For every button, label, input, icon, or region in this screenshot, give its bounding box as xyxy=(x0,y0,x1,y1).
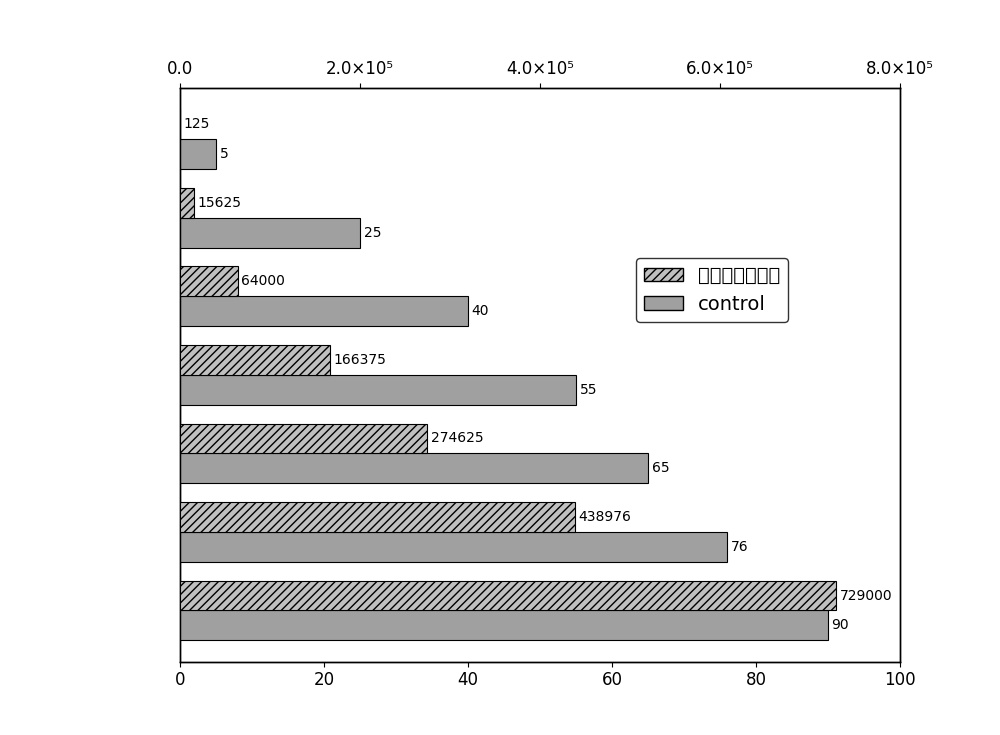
Text: 5: 5 xyxy=(220,147,228,161)
Text: 64000: 64000 xyxy=(241,274,285,288)
Bar xyxy=(180,453,648,483)
Text: 40: 40 xyxy=(472,304,489,318)
Bar xyxy=(180,375,576,405)
Bar xyxy=(180,502,575,532)
Bar xyxy=(180,139,216,169)
Text: 15625: 15625 xyxy=(198,196,242,210)
Text: 729000: 729000 xyxy=(840,589,892,603)
Text: 55: 55 xyxy=(580,383,597,397)
Text: 125: 125 xyxy=(184,118,210,132)
Bar xyxy=(180,611,828,640)
Bar xyxy=(180,188,194,218)
Legend: 超富集反应系统, control: 超富集反应系统, control xyxy=(636,259,788,322)
Text: 25: 25 xyxy=(364,226,381,240)
Text: 438976: 438976 xyxy=(579,510,632,524)
Text: 90: 90 xyxy=(832,618,849,632)
Text: 274625: 274625 xyxy=(431,431,483,445)
Text: 65: 65 xyxy=(652,462,669,476)
Bar xyxy=(180,267,238,296)
Text: 166375: 166375 xyxy=(333,353,386,367)
Text: 76: 76 xyxy=(731,539,748,554)
Bar xyxy=(180,423,427,453)
Bar xyxy=(180,218,360,248)
Bar xyxy=(180,581,836,611)
Bar xyxy=(180,532,727,562)
Bar xyxy=(180,345,330,375)
Bar xyxy=(180,296,468,326)
